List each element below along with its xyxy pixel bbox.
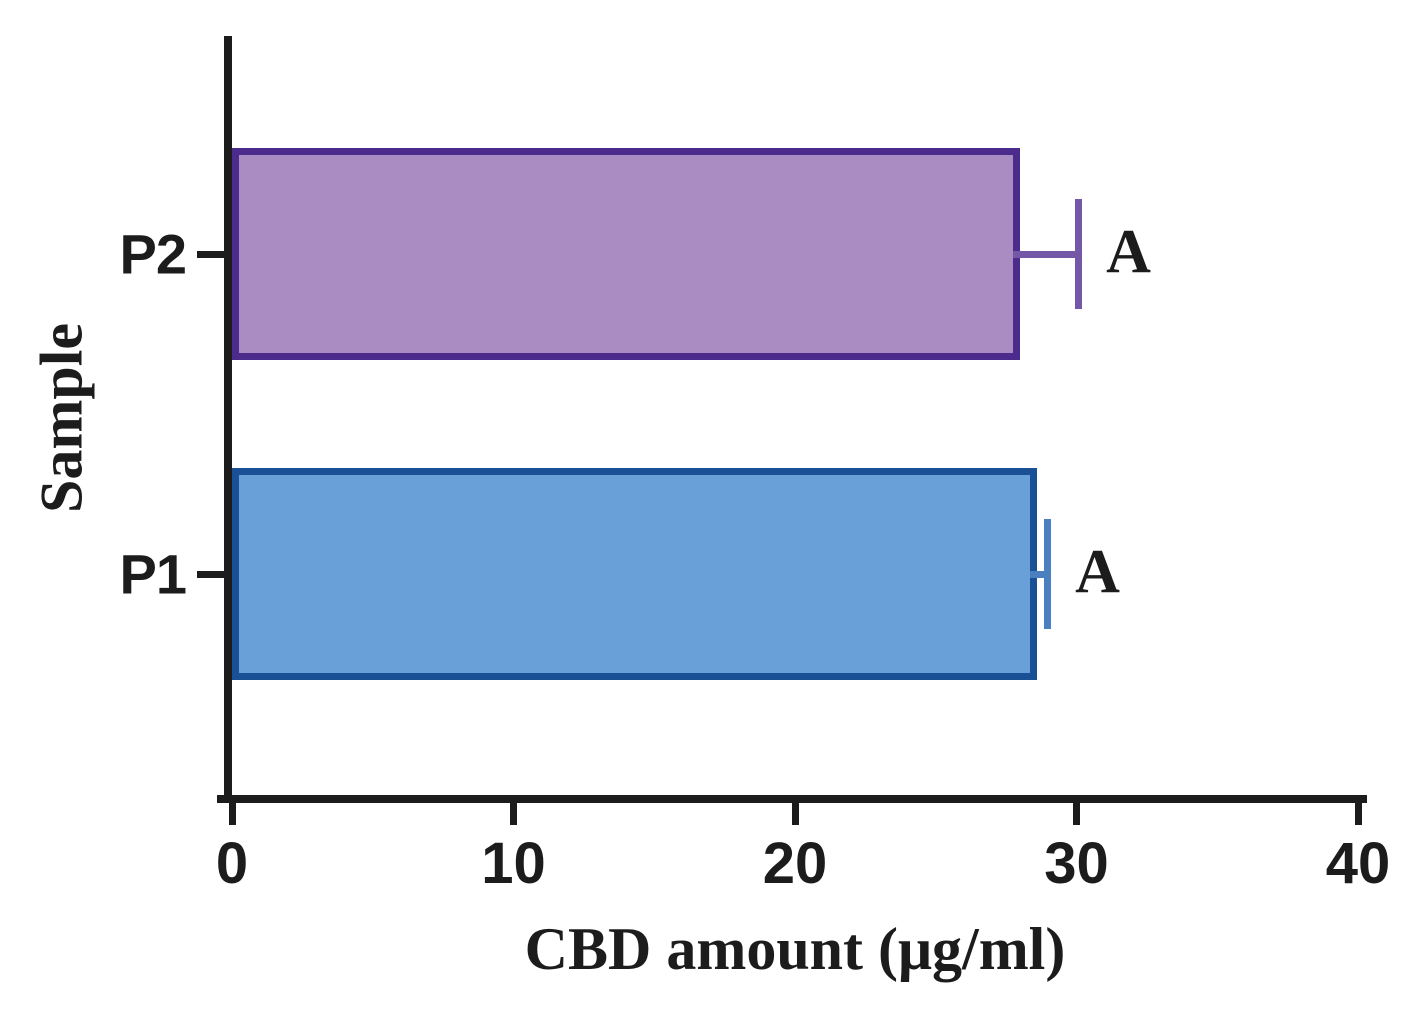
error-bar-p1: [1030, 570, 1052, 578]
x-tick-0: [228, 797, 236, 825]
x-tick-40: [1354, 797, 1362, 825]
x-tick-label-20: 20: [762, 831, 828, 896]
x-axis-title: CBD amount (μg/ml): [525, 915, 1066, 984]
significance-letter-p1: A: [1075, 538, 1120, 607]
error-bar-cap-p2: [1075, 199, 1083, 309]
error-bar-p2: [1013, 250, 1083, 258]
plot-area: A P2 A P1 0 10 20 30 40 CBD amount (μg/ml): [120, 36, 1390, 982]
bar-p1: [232, 468, 1038, 680]
x-tick-30: [1073, 797, 1080, 825]
error-bar-cap-p1: [1044, 519, 1052, 629]
y-tick-label-p1: P1: [119, 542, 187, 606]
x-tick-label-10: 10: [481, 831, 546, 896]
y-axis-line: [224, 36, 232, 803]
x-tick-20: [791, 797, 799, 825]
x-tick-label-40: 40: [1325, 831, 1391, 896]
significance-letter-p2: A: [1106, 218, 1151, 287]
x-tick-label-30: 30: [1044, 831, 1109, 896]
y-tick-p2: [197, 250, 232, 258]
y-tick-p1: [197, 570, 232, 578]
y-axis-title-text: Sample: [28, 322, 95, 514]
bar-p2: [232, 148, 1021, 360]
x-axis-title-text: CBD amount (μg/ml): [524, 916, 1066, 982]
x-tick-10: [510, 797, 517, 825]
y-tick-label-p2: P2: [119, 222, 187, 286]
x-tick-label-0: 0: [215, 831, 249, 896]
